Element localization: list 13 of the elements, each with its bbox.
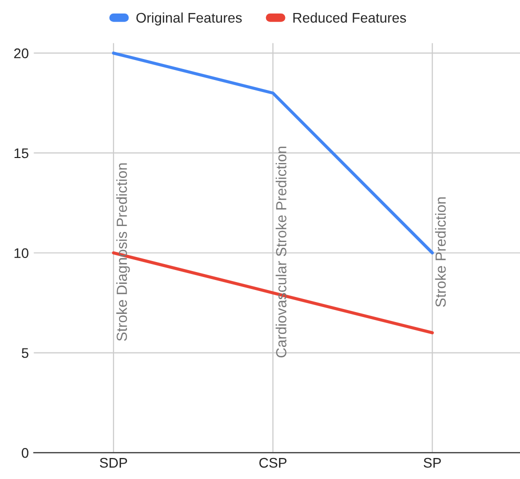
x-tick-label: SP bbox=[424, 458, 441, 468]
y-tick-label: 0 bbox=[22, 448, 28, 458]
y-tick-label: 15 bbox=[14, 148, 28, 158]
annotation: Stroke Diagnosis Prediction bbox=[116, 163, 130, 341]
y-tick-label: 5 bbox=[22, 348, 28, 358]
annotation: Cardiovascular Stroke Prediction bbox=[276, 146, 286, 358]
y-tick-label: 10 bbox=[14, 248, 28, 258]
legend-label: Original Features bbox=[136, 12, 242, 26]
x-tick-label: SDP bbox=[100, 458, 128, 468]
y-tick-label: 20 bbox=[14, 48, 28, 58]
annotation: Stroke Prediction bbox=[435, 197, 446, 307]
x-tick-label: CSP bbox=[259, 458, 286, 468]
legend-label: Reduced Features bbox=[293, 12, 406, 23]
